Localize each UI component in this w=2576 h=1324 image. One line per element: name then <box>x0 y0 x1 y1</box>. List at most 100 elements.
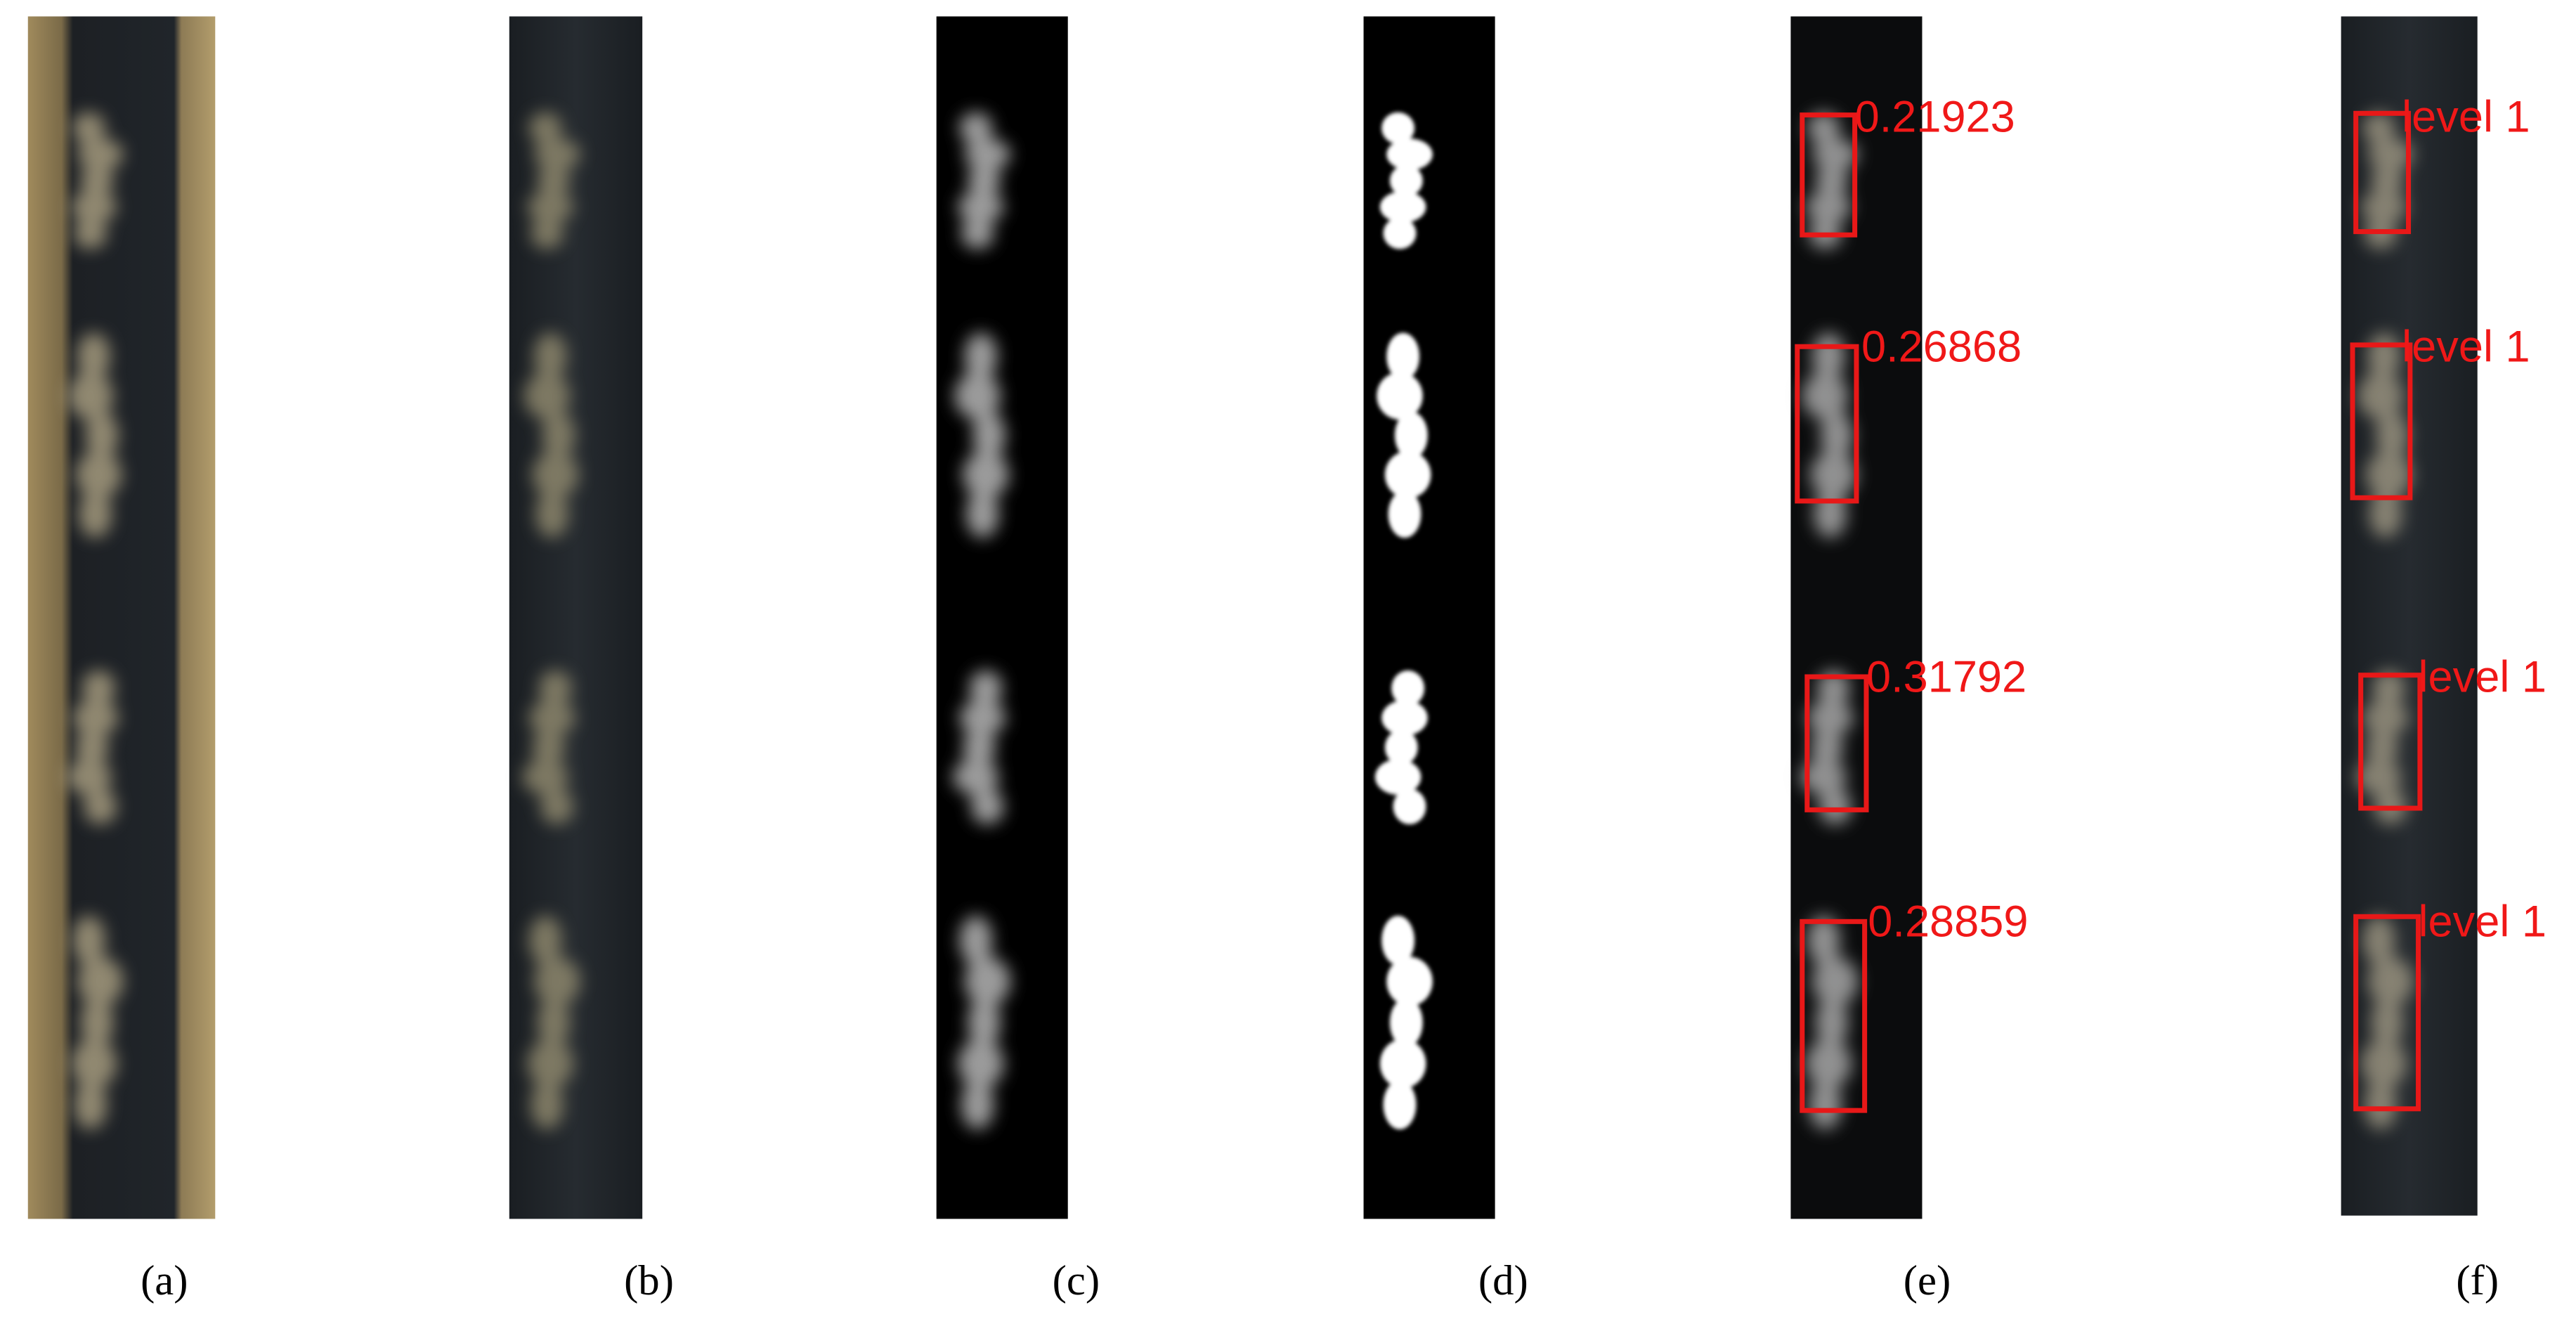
defect-region <box>523 332 578 538</box>
defect-blob <box>522 759 568 795</box>
defect-blob <box>538 670 572 706</box>
defect-region <box>527 112 580 249</box>
defect-blob <box>537 998 571 1048</box>
defect-blob <box>2362 700 2409 736</box>
defect-blob <box>532 450 578 499</box>
defect-blob <box>961 217 994 249</box>
defect-blob <box>72 916 105 966</box>
defect-blob <box>963 450 1009 499</box>
defect-blob <box>954 372 1001 420</box>
defect-region <box>1379 112 1433 249</box>
defect-region <box>1802 332 1856 538</box>
defect-region <box>67 332 122 538</box>
defect-blob <box>528 700 575 736</box>
defect-blob <box>77 138 124 171</box>
defect-blob <box>2372 670 2405 706</box>
defect-blob <box>75 729 109 765</box>
defect-blob <box>537 164 571 197</box>
defect-region <box>522 670 575 824</box>
detection-label: 0.26868 <box>1861 323 2022 372</box>
defect-blob <box>2365 729 2399 765</box>
defect-blob <box>959 700 1006 736</box>
panel-image <box>509 16 643 1219</box>
defect-blob <box>2369 490 2402 538</box>
panel-image <box>936 16 1068 1219</box>
panel-label: (c) <box>1053 1257 1100 1304</box>
defect-blob <box>1393 788 1426 824</box>
panel: 0.21923 0.26868 0.31792 0.28859 (e) <box>1790 16 2028 1304</box>
defect-blob <box>959 916 993 966</box>
defect-blob <box>965 490 999 538</box>
defect-blob <box>2367 956 2414 1006</box>
defect-blob <box>70 1039 117 1089</box>
defect-blob <box>1386 138 1433 171</box>
defect-region <box>958 916 1010 1130</box>
defect-blob <box>527 191 573 223</box>
defect-blob <box>85 411 119 460</box>
defect-blob <box>1374 759 1422 795</box>
defect-blob <box>2357 372 2404 420</box>
panel-label: (f) <box>2456 1257 2499 1304</box>
defect-blob <box>1805 191 1852 223</box>
defect-blob <box>74 217 107 249</box>
defect-blob <box>2375 411 2409 460</box>
defect-blob <box>2364 1079 2398 1130</box>
defect-blob <box>2370 164 2404 197</box>
defect-blob <box>2362 112 2395 144</box>
panel: level 1 level 1 level 1 level 1 (f) <box>2341 16 2546 1304</box>
defect-blob <box>1805 1039 1852 1089</box>
defect-blob <box>80 998 114 1048</box>
defect-blob <box>1820 411 1854 460</box>
defect-blob <box>79 490 112 538</box>
defect-blob <box>1815 164 1849 197</box>
defect-blob <box>2370 998 2404 1048</box>
defect-blob <box>1394 411 1428 460</box>
detection-label: 0.31792 <box>1866 652 2027 701</box>
defect-blob <box>1811 956 1859 1006</box>
defect-blob <box>531 1079 564 1130</box>
defect-blob <box>1386 956 1433 1006</box>
defect-blob <box>1381 112 1415 144</box>
panel: (c) <box>936 16 1100 1304</box>
defect-blob <box>1381 700 1428 736</box>
defect-blob <box>540 788 573 824</box>
defect-blob <box>964 332 998 380</box>
defect-blob <box>959 112 993 144</box>
defect-blob <box>1383 1079 1417 1130</box>
defect-blob <box>2360 1039 2407 1089</box>
detection-label: level 1 <box>2402 323 2530 372</box>
panel-image <box>1363 16 1495 1219</box>
defect-blob <box>1384 729 1418 765</box>
defect-blob <box>535 490 568 538</box>
panel: (a) <box>27 16 216 1304</box>
defect-blob <box>65 759 112 795</box>
defect-region <box>2360 916 2414 1130</box>
defect-blob <box>961 1079 994 1130</box>
defect-blob <box>1383 217 1417 249</box>
defect-blob <box>1379 191 1426 223</box>
defect-blob <box>527 1039 573 1089</box>
defect-blob <box>963 729 996 765</box>
defect-blob <box>1802 372 1849 420</box>
defect-blob <box>542 411 575 460</box>
defect-blob <box>1810 450 1856 499</box>
defect-blob <box>533 138 580 171</box>
panel: (d) <box>1363 16 1528 1304</box>
defect-region <box>958 112 1010 249</box>
defect-blob <box>2367 138 2414 171</box>
detection-label: level 1 <box>2419 652 2546 701</box>
defect-blob <box>1379 1039 1426 1089</box>
defect-blob <box>84 788 117 824</box>
panel-label: (e) <box>1904 1257 1951 1304</box>
defect-blob <box>531 217 564 249</box>
panel-label: (b) <box>624 1257 674 1304</box>
defect-blob <box>2360 191 2407 223</box>
detection-label: level 1 <box>2419 897 2546 947</box>
defect-blob <box>77 956 124 1006</box>
defect-region <box>527 916 580 1130</box>
panel-label: (d) <box>1478 1257 1528 1304</box>
defect-region <box>1379 916 1433 1130</box>
detection-box <box>1795 344 1859 504</box>
detection-box <box>1800 919 1868 1113</box>
defect-region <box>954 332 1009 538</box>
